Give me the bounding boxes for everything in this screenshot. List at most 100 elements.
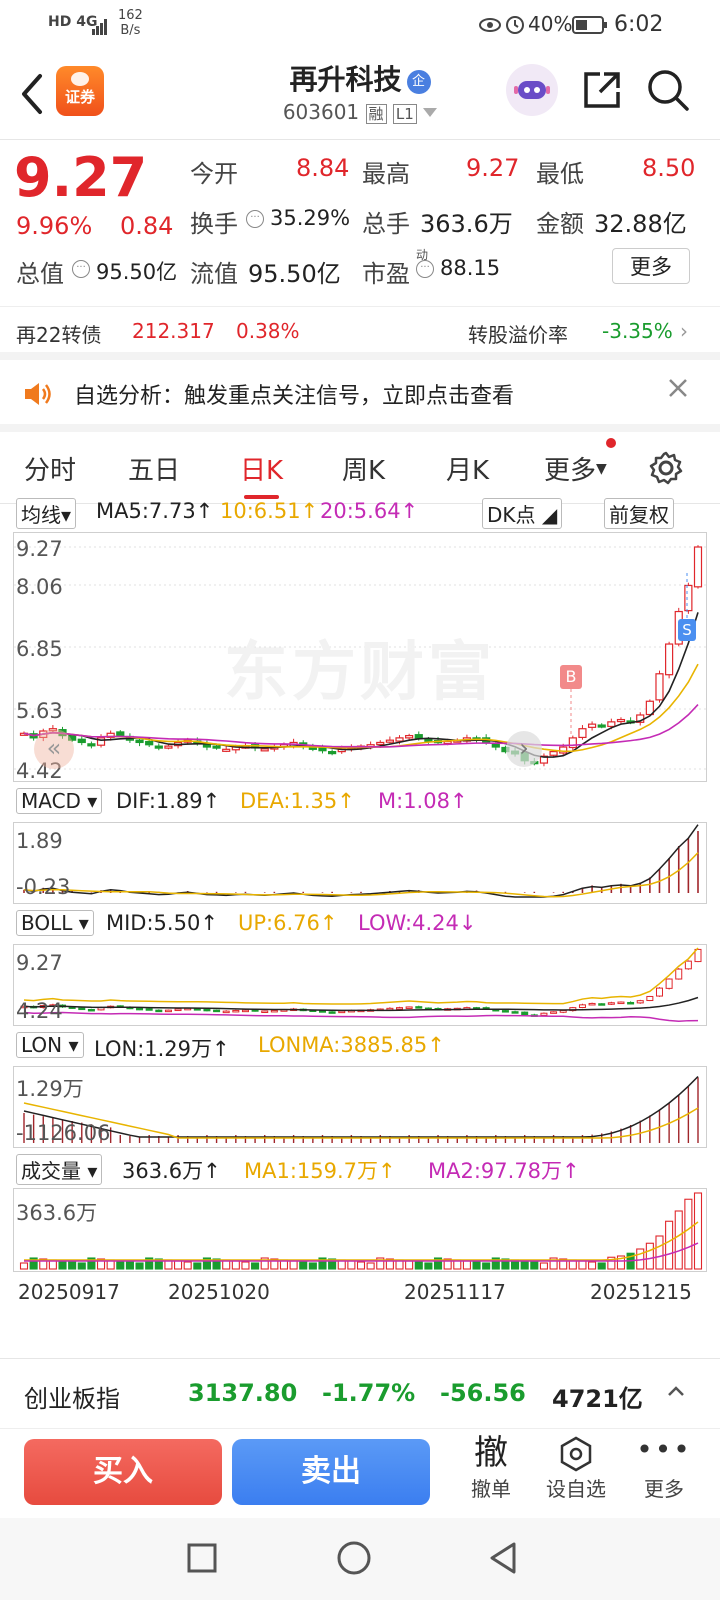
notice-bar[interactable]: 自选分析：触发重点关注信号，立即点击查看 [0, 362, 720, 432]
chevron-down-icon[interactable] [423, 108, 438, 117]
boll-chart[interactable]: 9.27 4.24 [13, 944, 707, 1026]
more-actions-button[interactable]: ••• 更多 [636, 1435, 692, 1502]
y-tick: 6.85 [16, 637, 63, 661]
dk-point-selector[interactable]: DK点 ◢ [482, 498, 563, 529]
volume-bar [174, 1260, 183, 1270]
x-date: 20251117 [404, 1280, 506, 1304]
search-icon[interactable] [646, 68, 690, 116]
lon-selector[interactable]: LON ▾ [16, 1032, 84, 1058]
y-tick: 363.6万 [16, 1201, 98, 1225]
kline-svg [14, 545, 706, 770]
volume-bar [183, 1261, 192, 1270]
gear-icon[interactable] [648, 450, 684, 493]
battery-percent: 40% [528, 12, 573, 36]
volume-bar [597, 1262, 606, 1270]
boll-candle [646, 995, 654, 1002]
tab-five-day[interactable]: 五日 [128, 456, 181, 486]
ma-line [23, 704, 699, 748]
mktcap-label: 总值 [16, 260, 64, 288]
tab-weekly-k[interactable]: 周K [342, 456, 386, 486]
scroll-left-icon[interactable]: « [34, 729, 74, 769]
back-icon[interactable] [18, 72, 44, 120]
macd-chart[interactable]: 1.89 -0.23 [13, 822, 707, 904]
macd-selector[interactable]: MACD ▾ [16, 788, 103, 814]
high-value: 9.27 [466, 154, 520, 182]
boll-candle [607, 1002, 615, 1005]
sell-signal-s[interactable]: S [678, 619, 696, 641]
ma10-value: 10:6.51↑ [220, 499, 319, 523]
index-turnover: 4721亿 [552, 1385, 643, 1413]
tab-more[interactable]: 更多▼ [544, 456, 607, 486]
buy-button[interactable]: 买入 [24, 1439, 222, 1505]
scroll-right-icon[interactable]: › [506, 731, 542, 767]
securities-badge[interactable]: 证券 [56, 66, 104, 116]
candle-body [645, 700, 654, 716]
buy-signal-b[interactable]: B [560, 665, 582, 689]
boll-candle [87, 1008, 95, 1012]
boll-candle [550, 1011, 558, 1014]
convertible-bond-row[interactable]: 再22转债 212.317 0.38% 转股溢价率 -3.35% › [0, 306, 720, 360]
more-dots-icon: ••• [636, 1433, 692, 1466]
volume-bar [202, 1257, 211, 1270]
info-dots-icon[interactable]: ··· [72, 260, 90, 278]
kline-chart[interactable]: 东方财富 9.27 8.06 6.85 5.63 4.42 B S « › [13, 532, 707, 782]
more-quote-button[interactable]: 更多 [612, 248, 690, 284]
candle-body [395, 737, 404, 742]
candle-body [135, 739, 144, 744]
bond-price: 212.317 [132, 319, 215, 343]
candle-body [587, 723, 597, 728]
assistant-robot-icon[interactable] [506, 64, 558, 116]
lon-chart[interactable]: 1.29万 -1126.06 [13, 1066, 707, 1148]
enterprise-tag: 企 [406, 70, 431, 94]
recent-apps-icon[interactable] [186, 1542, 218, 1578]
volume-bar [607, 1256, 616, 1270]
lon-indicator-row: LON ▾ LON:1.29万↑ LONMA:3885.85↑ [0, 1030, 720, 1064]
volume-ma2: MA2:97.78万↑ [428, 1159, 580, 1183]
battery-icon [572, 15, 608, 40]
volume-selector[interactable]: 成交量 ▾ [16, 1154, 103, 1185]
volume-bar [385, 1258, 394, 1270]
amount-value: 32.88亿 [594, 210, 687, 238]
ma20-value: 20:5.64↑ [320, 499, 419, 523]
boll-candle [665, 978, 673, 989]
margin-tag: 融 [365, 104, 387, 124]
adjust-selector[interactable]: 前复权 [604, 498, 674, 529]
candle-body [106, 732, 115, 739]
cancel-order-button[interactable]: 撤 撤单 [460, 1433, 522, 1502]
add-watchlist-button[interactable]: 设自选 [540, 1435, 612, 1502]
stock-code-row: 603601 融 L1 [0, 100, 720, 124]
home-icon[interactable] [336, 1540, 372, 1580]
tab-intraday[interactable]: 分时 [24, 456, 77, 486]
tab-daily-k[interactable]: 日K [240, 450, 283, 499]
pe-dynamic-tag: 动 [416, 248, 429, 262]
candle-body [616, 718, 626, 723]
boll-candle [203, 1008, 211, 1012]
chevron-up-icon[interactable] [666, 1379, 686, 1407]
macd-dif: DIF:1.89↑ [116, 789, 221, 813]
share-icon[interactable] [580, 68, 624, 116]
ma-selector[interactable]: 均线▾ [16, 498, 77, 529]
candle-body [318, 747, 327, 752]
lon-value: LON:1.29万↑ [94, 1037, 230, 1061]
info-dots-icon[interactable]: ··· [246, 210, 264, 228]
close-icon[interactable] [666, 376, 690, 406]
volume-value: 363.6万 [420, 210, 513, 238]
boll-line [23, 1011, 699, 1022]
boll-candle [222, 1010, 230, 1014]
sell-button[interactable]: 卖出 [232, 1439, 430, 1505]
info-dots-icon[interactable]: ··· [416, 260, 434, 278]
boll-line [23, 996, 699, 1012]
volume-bar [145, 1257, 154, 1270]
volume-chart[interactable]: 363.6万 [13, 1188, 707, 1272]
volume-bar [462, 1260, 471, 1270]
index-ticker-bar[interactable]: 创业板指 3137.80 -1.77% -56.56 4721亿 [0, 1358, 720, 1428]
boll-candle [511, 1011, 519, 1014]
new-dot-badge [606, 438, 616, 448]
candle-body [665, 643, 674, 676]
candle-body [414, 734, 423, 739]
tab-monthly-k[interactable]: 月K [446, 456, 490, 486]
boll-selector[interactable]: BOLL ▾ [16, 910, 94, 936]
back-nav-icon[interactable] [486, 1540, 520, 1580]
volume-bar [539, 1262, 548, 1270]
volume-bar [588, 1261, 597, 1270]
